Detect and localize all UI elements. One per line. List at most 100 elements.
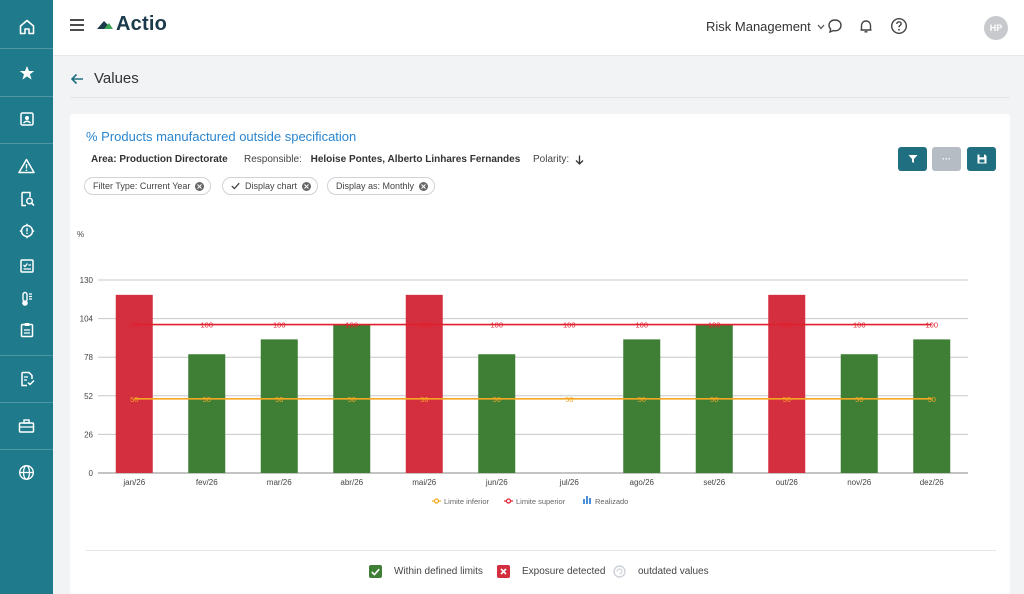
data-label: 50 (348, 395, 356, 404)
top-bar: Actio Risk Management HP (53, 0, 1024, 56)
chevron-down-icon (817, 24, 825, 29)
more-options-button[interactable]: ··· (932, 147, 961, 171)
chart-unit-label: % (77, 230, 85, 239)
filter-chip-label: Display as: Monthly (336, 181, 415, 191)
save-button[interactable] (967, 147, 996, 171)
legend-swatch (505, 498, 512, 504)
logo-text: Actio (116, 13, 167, 35)
chart-bar[interactable] (840, 354, 878, 473)
chart-bar[interactable] (260, 339, 298, 473)
filter-chip-display-as[interactable]: Display as: Monthly (327, 177, 436, 195)
document-search-icon[interactable] (0, 181, 53, 217)
avatar[interactable]: HP (984, 16, 1008, 40)
remove-chip-icon[interactable] (419, 181, 429, 191)
data-label: 50 (275, 395, 283, 404)
star-icon[interactable] (0, 55, 53, 91)
globe-icon[interactable] (0, 454, 53, 490)
data-label: 100 (708, 321, 721, 330)
sidebar-divider (0, 449, 53, 450)
data-label: 100 (345, 321, 358, 330)
legend-within-limits: Within defined limits (369, 565, 483, 578)
legend-swatch (589, 498, 591, 504)
legend-swatch (586, 496, 588, 504)
x-tick-label: nov/26 (847, 478, 872, 487)
data-label: 50 (638, 395, 646, 404)
data-label: 50 (565, 395, 573, 404)
bell-icon[interactable] (858, 18, 874, 39)
data-label: 100 (925, 321, 938, 330)
x-tick-label: ago/26 (630, 478, 655, 487)
funnel-icon (908, 155, 917, 163)
chart-bar[interactable] (623, 339, 661, 473)
remove-chip-icon[interactable] (195, 181, 205, 191)
legend-label: Limite superior (516, 497, 566, 506)
filter-chip-display-chart[interactable]: Display chart (222, 177, 319, 195)
responsible-label: Responsible: (244, 154, 302, 165)
data-label: 50 (203, 395, 211, 404)
indicator-card: % Products manufactured outside specific… (70, 114, 1010, 594)
chat-icon[interactable] (827, 18, 843, 39)
x-tick-label: jan/26 (122, 478, 145, 487)
y-tick-label: 0 (89, 469, 94, 478)
responsible-value: Heloise Pontes, Alberto Linhares Fernand… (310, 154, 521, 165)
legend-swatch (583, 499, 585, 504)
help-icon[interactable] (890, 17, 908, 40)
filter-button[interactable] (898, 147, 927, 171)
legend-within-label: Within defined limits (394, 566, 483, 577)
sidebar-divider (0, 143, 53, 144)
data-label: 50 (493, 395, 501, 404)
alert-badge-icon[interactable] (0, 213, 53, 249)
chart-bar[interactable] (913, 339, 951, 473)
menu-icon[interactable] (69, 18, 85, 37)
arrow-down-icon (575, 155, 584, 165)
id-card-icon[interactable] (0, 101, 53, 137)
filter-chip-type[interactable]: Filter Type: Current Year (84, 177, 212, 195)
x-tick-label: abr/26 (340, 478, 363, 487)
module-label: Risk Management (706, 19, 811, 34)
y-tick-label: 26 (84, 430, 93, 439)
toolbox-icon[interactable] (0, 408, 53, 444)
module-selector[interactable]: Risk Management (706, 19, 825, 34)
remove-chip-icon[interactable] (302, 181, 312, 191)
data-label: 50 (928, 395, 936, 404)
app-logo[interactable]: Actio (96, 13, 167, 36)
x-tick-label: set/26 (703, 478, 725, 487)
sidebar-divider (0, 96, 53, 97)
chart-bar[interactable] (478, 354, 516, 473)
data-label: 100 (273, 321, 286, 330)
checklist-icon[interactable] (0, 248, 53, 284)
x-tick-label: jun/26 (485, 478, 508, 487)
y-tick-label: 78 (84, 353, 93, 362)
x-tick-label: mai/26 (412, 478, 437, 487)
data-label: 50 (783, 395, 791, 404)
clipboard-icon[interactable] (0, 312, 53, 348)
legend-outdated-label: outdated values (638, 566, 709, 577)
floppy-disk-icon (977, 154, 986, 164)
check-icon (231, 182, 240, 190)
thermometer-icon[interactable] (0, 281, 53, 317)
data-label: 100 (418, 321, 431, 330)
warning-icon[interactable] (0, 148, 53, 184)
indicator-title[interactable]: % Products manufactured outside specific… (86, 129, 357, 144)
logo-mark-icon (97, 20, 113, 29)
legend-exposure: Exposure detected (497, 565, 605, 578)
legend-label: Limite inferior (444, 497, 490, 506)
x-tick-label: mar/26 (267, 478, 292, 487)
home-icon[interactable] (0, 9, 53, 45)
data-label: 100 (563, 321, 576, 330)
x-tick-label: fev/26 (196, 478, 218, 487)
data-label: 50 (855, 395, 863, 404)
responsible-info: Responsible: Heloise Pontes, Alberto Lin… (244, 154, 520, 165)
data-label: 50 (130, 395, 138, 404)
back-arrow-icon[interactable] (70, 73, 84, 85)
document-check-icon[interactable] (0, 361, 53, 397)
data-label: 100 (490, 321, 503, 330)
outdated-icon (613, 565, 626, 578)
data-label: 50 (420, 395, 428, 404)
filter-chip-label: Filter Type: Current Year (93, 181, 191, 191)
y-tick-label: 130 (80, 276, 94, 285)
values-chart: 0 26 52 78 104 130 50 50 50 50 50 50 50 50 50 50 50 50 100… (80, 276, 968, 506)
data-label: 100 (128, 321, 141, 330)
y-tick-label: 104 (80, 315, 94, 324)
chart-bar[interactable] (188, 354, 226, 473)
